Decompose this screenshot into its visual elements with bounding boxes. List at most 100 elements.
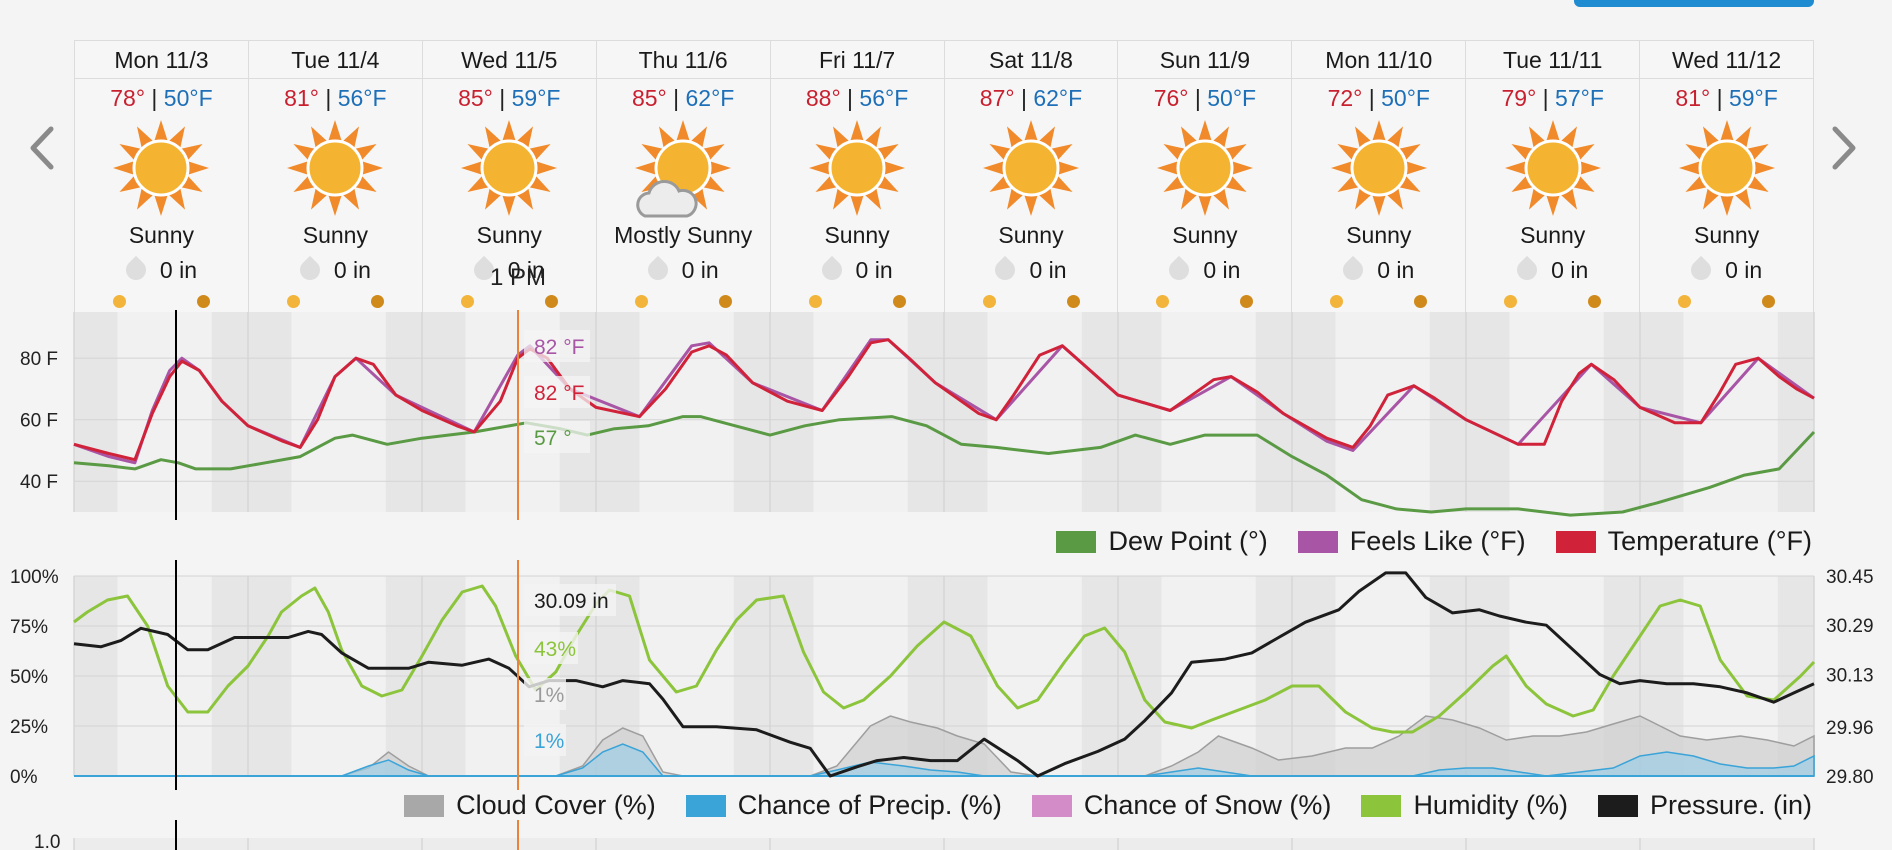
legend-label: Humidity (%) <box>1413 790 1568 820</box>
chevron-right-icon <box>1832 126 1856 170</box>
low-temp: 59°F <box>511 85 561 111</box>
day-label: Mon 11/3 <box>75 41 248 79</box>
condition-text: Sunny <box>824 222 890 248</box>
legend-item[interactable]: Pressure. (in) <box>1597 790 1812 821</box>
raindrop-icon <box>1513 255 1542 285</box>
y-tick-label: 80 F <box>20 349 58 370</box>
day-column[interactable]: Thu 11/6 85° | 62°F Mostly Sunny 0 in <box>596 41 771 313</box>
sunny-icon <box>75 116 248 220</box>
sunny-icon <box>945 116 1118 220</box>
legend-item[interactable]: Chance of Precip. (%) <box>685 790 1002 821</box>
prev-days-button[interactable] <box>22 118 62 178</box>
low-temp: 62°F <box>1033 85 1083 111</box>
hi-lo-temps: 79° | 57°F <box>1501 85 1604 111</box>
high-temp: 78° <box>110 85 146 111</box>
precip-amount: 0 in <box>1466 255 1639 285</box>
day-column[interactable]: Sat 11/8 87° | 62°F Sunny 0 in <box>944 41 1119 313</box>
cloud-area <box>74 715 1815 777</box>
day-column[interactable]: Sun 11/9 76° | 50°F Sunny 0 in <box>1118 41 1293 313</box>
legend-swatch <box>1361 794 1402 817</box>
night-band <box>211 312 248 512</box>
raindrop-icon <box>1339 255 1368 285</box>
legend-swatch <box>1056 530 1097 553</box>
legend-swatch <box>404 794 445 817</box>
legend-swatch <box>685 794 726 817</box>
day-label: Thu 11/6 <box>596 41 770 79</box>
low-temp: 56°F <box>337 85 387 111</box>
high-temp: 76° <box>1153 85 1189 111</box>
low-temp: 56°F <box>859 85 909 111</box>
legend-item[interactable]: Cloud Cover (%) <box>404 790 656 821</box>
weather-conditions-chart[interactable]: 100% 75% 50% 25% 0% 30.45 30.29 30.13 29.96 29.80… <box>0 560 1892 790</box>
precip-value: 0 in <box>855 257 893 283</box>
low-temp: 50°F <box>1381 85 1430 111</box>
sunset-icon <box>1414 295 1428 308</box>
raindrop-icon <box>817 255 846 285</box>
hover-label-bg <box>524 724 566 756</box>
day-column[interactable]: Wed 11/5 85° | 59°F Sunny 0 in <box>422 41 597 313</box>
top-action-button[interactable] <box>1574 0 1814 7</box>
day-column[interactable]: Fri 11/7 88° | 56°F Sunny 0 in <box>770 41 945 313</box>
sunny-icon <box>1118 116 1291 220</box>
day-column[interactable]: Tue 11/11 79° | 57°F Sunny 0 in <box>1466 41 1641 313</box>
night-band <box>944 312 988 512</box>
next-chart-partial: 1.0 <box>34 820 1815 850</box>
legend-item[interactable]: Humidity (%) <box>1361 790 1568 821</box>
legend-item[interactable]: Dew Point (°) <box>1056 526 1268 557</box>
cloud-icon <box>636 180 698 218</box>
high-temp: 72° <box>1327 85 1363 111</box>
hi-lo-temps: 85° | 59°F <box>458 85 561 111</box>
raindrop-icon <box>643 255 672 285</box>
condition-text: Sunny <box>302 222 368 248</box>
precip-amount: 0 in <box>771 255 944 285</box>
hover-precip: 1% <box>534 730 564 753</box>
temperature-chart[interactable]: 80 F 60 F 40 F 82 °F 82 °F 57 ° <box>0 310 1892 520</box>
sunrise-icon <box>460 295 474 308</box>
low-temp: 50°F <box>163 85 213 111</box>
hover-feels-like: 82 °F <box>534 336 584 359</box>
sunrise-icon <box>286 295 300 308</box>
hi-lo-temps: 81° | 56°F <box>284 85 387 111</box>
hover-label-bg <box>524 584 616 616</box>
day-column[interactable]: Mon 11/3 78° | 50°F Sunny 0 in <box>75 41 249 313</box>
day-column[interactable]: Mon 11/10 72° | 50°F Sunny 0 in <box>1292 41 1467 313</box>
hi-lo-temps: 78° | 50°F <box>110 85 213 111</box>
night-band <box>1292 312 1336 512</box>
night-band <box>1466 312 1510 512</box>
legend-item[interactable]: Temperature (°F) <box>1555 526 1812 557</box>
y-left-tick-label: 100% <box>10 567 59 588</box>
precip-value: 0 in <box>1377 257 1415 283</box>
high-temp: 85° <box>631 85 667 111</box>
next-days-button[interactable] <box>1824 118 1864 178</box>
precip-value: 0 in <box>1725 257 1763 283</box>
condition-text: Sunny <box>1520 222 1586 248</box>
night-band <box>770 312 814 512</box>
sunrise-icon <box>1156 295 1170 308</box>
legend-item[interactable]: Feels Like (°F) <box>1297 526 1526 557</box>
day-column[interactable]: Wed 11/12 81° | 59°F Sunny 0 in <box>1640 41 1815 313</box>
raindrop-icon <box>295 255 324 285</box>
raindrop-icon <box>1686 255 1716 285</box>
hi-lo-temps: 72° | 50°F <box>1327 85 1430 111</box>
legend-swatch <box>1297 530 1338 553</box>
y-left-tick-label: 25% <box>10 717 48 738</box>
day-column[interactable]: Tue 11/4 81° | 56°F Sunny 0 in <box>248 41 423 313</box>
dew-point-line <box>73 415 1816 517</box>
hover-temperature: 82 °F <box>534 382 584 405</box>
precip-amount: 0 in <box>945 255 1118 285</box>
hover-cloud-cover: 1% <box>534 684 564 707</box>
precip-value: 0 in <box>159 257 197 283</box>
day-label: Sat 11/8 <box>944 41 1118 79</box>
day-label: Fri 11/7 <box>770 41 944 79</box>
hover-pressure: 30.09 in <box>534 590 609 613</box>
y-right-tick-label: 30.45 <box>1826 567 1874 588</box>
precip-value: 0 in <box>333 257 371 283</box>
sunset-icon <box>1588 295 1602 308</box>
night-band <box>1255 312 1292 512</box>
legend-swatch <box>1597 794 1638 817</box>
night-band <box>1081 312 1118 512</box>
legend-swatch <box>1555 530 1596 553</box>
precip-area <box>74 743 1815 777</box>
legend-swatch <box>1031 794 1072 817</box>
legend-item[interactable]: Chance of Snow (%) <box>1031 790 1331 821</box>
